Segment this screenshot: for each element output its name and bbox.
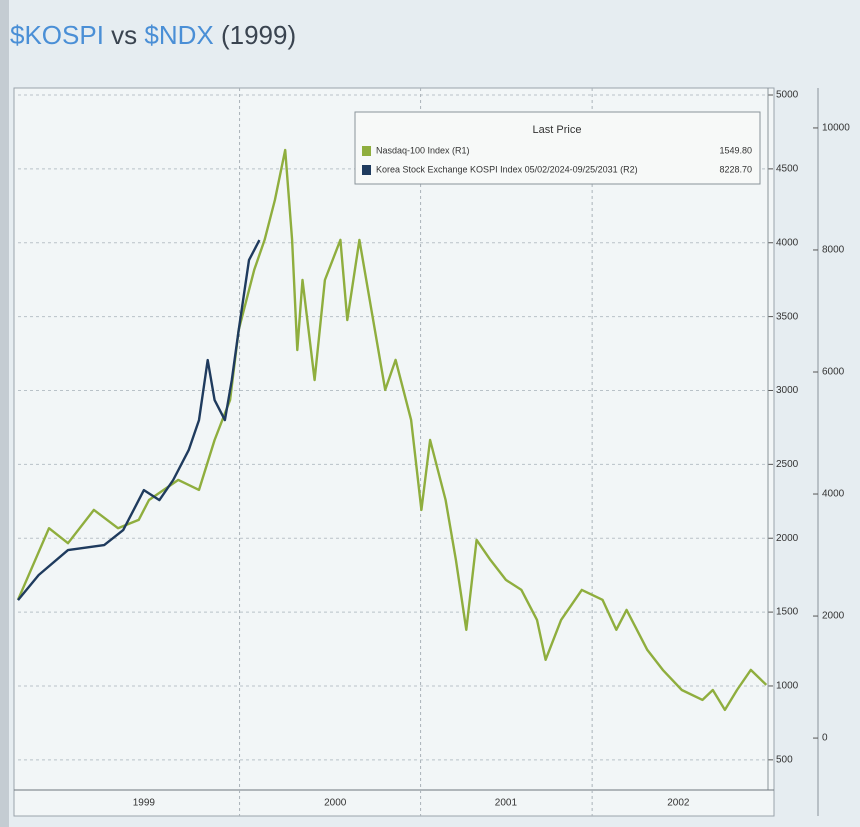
chart-title: $KOSPI vs $NDX (1999) — [10, 20, 296, 50]
title-part: (1999) — [214, 20, 296, 50]
title-part: $KOSPI — [10, 20, 104, 50]
y-tick-label: 2500 — [776, 459, 799, 470]
x-tick-label: 2001 — [495, 798, 518, 809]
legend-value: 8228.70 — [719, 164, 752, 174]
y-tick-label: 1500 — [776, 607, 799, 618]
y2-tick-label: 2000 — [822, 611, 845, 622]
screen-edge — [0, 0, 9, 827]
legend-swatch — [362, 146, 371, 156]
legend-label: Nasdaq-100 Index (R1) — [376, 145, 470, 155]
y2-tick-label: 4000 — [822, 489, 845, 500]
legend-box — [354, 111, 761, 185]
legend-title: Last Price — [533, 124, 582, 136]
series-line — [17, 239, 261, 601]
x-tick-label: 1999 — [133, 798, 156, 809]
y2-tick-label: 6000 — [822, 367, 845, 378]
x-tick-label: 2000 — [324, 798, 347, 809]
y-tick-label: 500 — [776, 754, 793, 765]
legend-label: Korea Stock Exchange KOSPI Index 05/02/2… — [376, 164, 638, 174]
y-tick-label: 5000 — [776, 90, 799, 101]
y-tick-label: 1000 — [776, 681, 799, 692]
y-tick-label: 4500 — [776, 164, 799, 175]
y2-tick-label: 0 — [822, 733, 828, 744]
y-tick-label: 2000 — [776, 533, 799, 544]
legend: Last Price Nasdaq-100 Index (R1) 1549.80 Ko… — [354, 111, 761, 185]
title-part: vs — [104, 20, 144, 50]
legend-value: 1549.80 — [719, 145, 752, 155]
x-tick-label: 2002 — [667, 798, 690, 809]
y-tick-label: 4000 — [776, 237, 799, 248]
y2-tick-label: 8000 — [822, 245, 845, 256]
legend-swatch — [362, 165, 371, 175]
series-line — [16, 148, 768, 712]
y-tick-label: 3500 — [776, 311, 799, 322]
y-tick-label: 3000 — [776, 385, 799, 396]
title-part: $NDX — [144, 20, 213, 50]
plot-frame — [13, 87, 775, 817]
y2-tick-label: 10000 — [822, 123, 850, 134]
